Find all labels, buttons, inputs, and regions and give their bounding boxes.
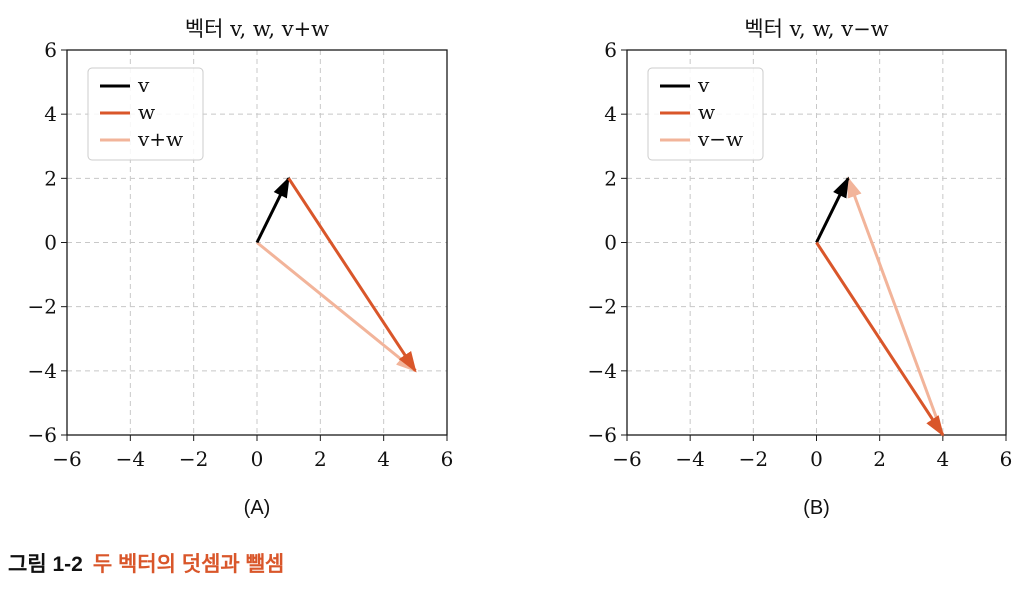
y-tick-label: −4 xyxy=(588,359,617,383)
legend-label-v-w: v−w xyxy=(697,127,743,151)
legend-label-v: v xyxy=(697,73,710,97)
x-tick-label: 4 xyxy=(377,447,390,471)
y-tick-label: 2 xyxy=(604,166,617,190)
chart-title: 벡터 v, w, v+w xyxy=(185,17,329,41)
vector-v-w xyxy=(846,176,945,436)
x-tick-label: 4 xyxy=(936,447,949,471)
chart-panel-b: 벡터 v, w, v−w −6 −4 −2 0 2 4 6 6 4 2 0 −2 −4 −6 vw v−w (B) xyxy=(588,17,1013,519)
y-tick-label: 4 xyxy=(604,102,617,126)
x-tick-label: 2 xyxy=(314,447,327,471)
y-tick-label: 0 xyxy=(44,231,57,255)
panel-label: (B) xyxy=(803,497,830,519)
legend-label-v-w: v+w xyxy=(137,127,183,151)
chart-title: 벡터 v, w, v−w xyxy=(744,17,888,41)
x-tick-label: 2 xyxy=(873,447,886,471)
x-tick-label: −4 xyxy=(116,447,145,471)
x-tick-label: 6 xyxy=(1000,447,1013,471)
x-tick-label: −6 xyxy=(52,447,81,471)
vector-w xyxy=(815,241,945,437)
chart-panel-a: 벡터 v, w, v+w −6 −4 −2 0 2 4 6 6 4 2 0 −2 −4 −6 vw v+w (A) xyxy=(28,17,454,519)
x-tick-label: 0 xyxy=(251,447,264,471)
y-tick-label: 6 xyxy=(44,38,57,62)
y-tick-label: −6 xyxy=(28,423,57,447)
legend-label-v: v xyxy=(137,73,150,97)
y-tick-label: 6 xyxy=(604,38,617,62)
x-tick-label: −2 xyxy=(179,447,208,471)
y-tick-label: −2 xyxy=(588,295,617,319)
x-tick-label: −6 xyxy=(612,447,641,471)
y-tick-label: 2 xyxy=(44,166,57,190)
vector-v xyxy=(815,176,850,244)
x-tick-label: −2 xyxy=(739,447,768,471)
legend-label-w: w xyxy=(698,100,715,124)
vector-v xyxy=(255,176,291,244)
legend-box xyxy=(87,67,204,161)
legend-box xyxy=(647,67,764,161)
x-tick-label: 0 xyxy=(810,447,823,471)
y-tick-label: 4 xyxy=(44,102,57,126)
x-tick-label: 6 xyxy=(441,447,454,471)
y-tick-label: −6 xyxy=(588,423,617,447)
vector-v-w xyxy=(256,241,417,373)
y-tick-label: −2 xyxy=(28,295,57,319)
figure-caption: 그림 1-2 두 벡터의 덧셈과 뺄셈 xyxy=(8,548,284,578)
legend-label-w: w xyxy=(138,100,155,124)
y-tick-label: −4 xyxy=(28,359,57,383)
y-tick-label: 0 xyxy=(604,231,617,255)
x-tick-label: −4 xyxy=(675,447,704,471)
caption-text: 두 벡터의 덧셈과 뺄셈 xyxy=(92,553,285,576)
vector-w xyxy=(287,177,417,373)
caption-number: 그림 1-2 xyxy=(8,553,83,576)
panel-label: (A) xyxy=(244,497,271,519)
